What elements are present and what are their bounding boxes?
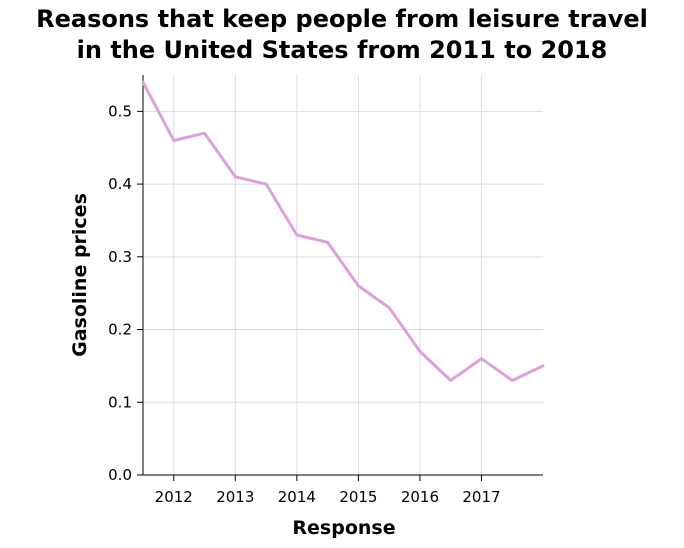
y-axis-title: Gasoline prices — [69, 193, 91, 357]
chart-title-line-1: Reasons that keep people from leisure tr… — [36, 5, 648, 33]
y-tick-label-3: 0.3 — [108, 248, 132, 266]
x-tick-label-0: 2012 — [155, 488, 193, 506]
x-axis-title: Response — [292, 517, 395, 539]
x-tick-label-1: 2013 — [216, 488, 254, 506]
axes — [142, 75, 543, 476]
x-tick-label-2: 2014 — [278, 488, 316, 506]
x-tick-label-5: 2017 — [462, 488, 500, 506]
y-tick-label-0: 0.0 — [108, 466, 132, 484]
y-tick-label-4: 0.4 — [108, 175, 132, 193]
chart-title-line-2: in the United States from 2011 to 2018 — [76, 36, 608, 64]
x-tick-label-4: 2016 — [401, 488, 439, 506]
series-line-0 — [141, 80, 545, 382]
y-tick-label-5: 0.5 — [108, 102, 132, 120]
tick-labels: 2012 2013 2014 2015 2016 2017 0.0 0.1 0.2 0.3 0.4 0… — [108, 102, 500, 506]
y-tick-label-1: 0.1 — [108, 393, 132, 411]
y-tick-label-2: 0.2 — [108, 321, 132, 339]
x-tick-label-3: 2015 — [339, 488, 377, 506]
chart-title: Reasons that keep people from leisure tr… — [0, 4, 684, 66]
series-layer — [141, 80, 545, 382]
